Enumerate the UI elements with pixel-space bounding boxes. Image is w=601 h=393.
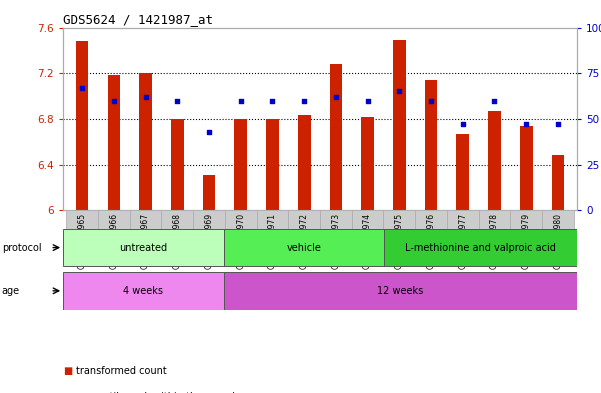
Bar: [329, 64, 342, 210]
Point: [109, 97, 118, 104]
Bar: [383, 210, 415, 267]
Text: 12 weeks: 12 weeks: [377, 286, 424, 296]
Text: GSM1520965: GSM1520965: [78, 213, 87, 264]
Point: [553, 121, 563, 127]
Bar: [108, 75, 120, 210]
Bar: [193, 210, 225, 267]
Bar: [456, 134, 469, 210]
Text: GSM1520972: GSM1520972: [300, 213, 309, 264]
Bar: [352, 210, 383, 267]
Text: GSM1520973: GSM1520973: [331, 213, 340, 264]
Text: GSM1520967: GSM1520967: [141, 213, 150, 264]
Point: [490, 97, 499, 104]
Text: age: age: [2, 286, 20, 296]
Bar: [224, 272, 577, 310]
Bar: [542, 210, 574, 267]
Point: [426, 97, 436, 104]
Point: [267, 97, 277, 104]
Text: GSM1520974: GSM1520974: [363, 213, 372, 264]
Bar: [63, 272, 224, 310]
Point: [458, 121, 468, 127]
Point: [204, 129, 214, 135]
Text: GSM1520970: GSM1520970: [236, 213, 245, 264]
Text: percentile rank within the sample: percentile rank within the sample: [76, 392, 242, 393]
Point: [394, 88, 404, 95]
Point: [299, 97, 309, 104]
Point: [172, 97, 182, 104]
Point: [78, 84, 87, 91]
Bar: [288, 210, 320, 267]
Text: GSM1520966: GSM1520966: [109, 213, 118, 264]
Text: GSM1520969: GSM1520969: [204, 213, 213, 264]
Point: [141, 94, 150, 100]
Point: [236, 97, 246, 104]
Bar: [488, 111, 501, 210]
Bar: [225, 210, 257, 267]
Text: GSM1520979: GSM1520979: [522, 213, 531, 264]
Bar: [552, 156, 564, 210]
Bar: [234, 119, 247, 210]
Text: GSM1520971: GSM1520971: [268, 213, 277, 264]
Text: 4 weeks: 4 weeks: [123, 286, 163, 296]
Bar: [447, 210, 478, 267]
Text: untreated: untreated: [120, 242, 168, 253]
Text: transformed count: transformed count: [76, 366, 167, 376]
Point: [363, 97, 373, 104]
Bar: [257, 210, 288, 267]
Bar: [510, 210, 542, 267]
Bar: [361, 117, 374, 210]
Text: GSM1520980: GSM1520980: [554, 213, 563, 264]
Text: protocol: protocol: [2, 242, 41, 253]
Text: ■: ■: [63, 392, 72, 393]
Bar: [298, 116, 311, 210]
Text: L-methionine and valproic acid: L-methionine and valproic acid: [405, 242, 556, 253]
Bar: [415, 210, 447, 267]
Bar: [162, 210, 193, 267]
Point: [522, 121, 531, 127]
Bar: [171, 119, 184, 210]
Text: GSM1520976: GSM1520976: [427, 213, 436, 264]
Text: GSM1520975: GSM1520975: [395, 213, 404, 264]
Text: GSM1520968: GSM1520968: [173, 213, 182, 264]
Bar: [320, 210, 352, 267]
Bar: [224, 229, 384, 266]
Bar: [76, 41, 88, 210]
Bar: [425, 80, 438, 210]
Text: GSM1520977: GSM1520977: [459, 213, 467, 264]
Bar: [520, 126, 532, 210]
Bar: [478, 210, 510, 267]
Bar: [393, 40, 406, 210]
Bar: [139, 73, 152, 210]
Bar: [63, 229, 224, 266]
Text: GDS5624 / 1421987_at: GDS5624 / 1421987_at: [63, 13, 213, 26]
Point: [331, 94, 341, 100]
Text: ■: ■: [63, 366, 72, 376]
Bar: [130, 210, 162, 267]
Bar: [98, 210, 130, 267]
Bar: [203, 175, 215, 210]
Bar: [66, 210, 98, 267]
Bar: [384, 229, 577, 266]
Bar: [266, 119, 279, 210]
Text: GSM1520978: GSM1520978: [490, 213, 499, 264]
Text: vehicle: vehicle: [287, 242, 322, 253]
